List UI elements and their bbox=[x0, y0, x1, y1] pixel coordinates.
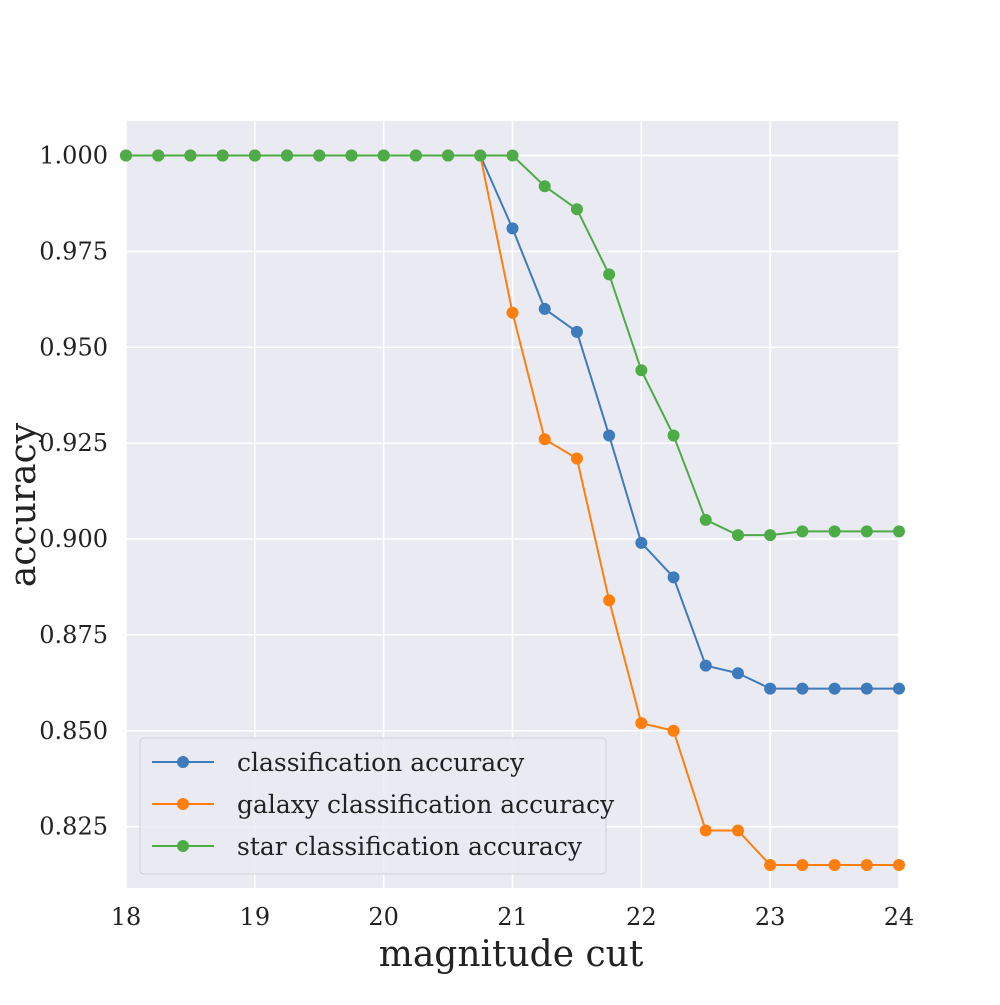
y-tick-label: 0.875 bbox=[39, 621, 108, 649]
data-point bbox=[152, 149, 165, 162]
data-point bbox=[506, 149, 519, 162]
legend-label: classification accuracy bbox=[237, 748, 525, 777]
data-point bbox=[603, 594, 616, 607]
data-point bbox=[796, 682, 809, 695]
data-point bbox=[635, 364, 648, 377]
legend-entry: galaxy classification accuracy bbox=[152, 790, 615, 819]
data-point bbox=[184, 149, 197, 162]
data-point bbox=[216, 149, 229, 162]
legend-marker bbox=[177, 840, 189, 852]
data-point bbox=[603, 268, 616, 281]
data-point bbox=[313, 149, 326, 162]
data-point bbox=[635, 536, 648, 549]
x-tick-label: 20 bbox=[368, 903, 399, 931]
x-tick-label: 23 bbox=[755, 903, 786, 931]
y-tick-label: 0.950 bbox=[39, 333, 108, 361]
data-point bbox=[893, 682, 905, 695]
data-point bbox=[667, 429, 680, 442]
data-point bbox=[538, 302, 551, 315]
data-point bbox=[796, 858, 809, 871]
data-point bbox=[699, 659, 712, 672]
data-point bbox=[281, 149, 294, 162]
data-point bbox=[893, 525, 905, 538]
data-point bbox=[828, 858, 841, 871]
data-point bbox=[570, 325, 583, 338]
series-3 bbox=[120, 149, 905, 542]
data-point bbox=[796, 525, 809, 538]
y-axis-label: accuracy bbox=[3, 422, 44, 587]
x-tick-label: 18 bbox=[111, 903, 142, 931]
data-point bbox=[828, 682, 841, 695]
tick-labels: 18 19 20 21 22 23 24 0.825 0.850 0.875 0.900 0.925 0… bbox=[39, 142, 914, 931]
data-point bbox=[731, 824, 744, 837]
y-tick-label: 0.925 bbox=[39, 429, 108, 457]
legend-label: star classification accuracy bbox=[237, 832, 583, 861]
y-tick-label: 0.975 bbox=[39, 237, 108, 265]
x-tick-label: 24 bbox=[884, 903, 915, 931]
data-point bbox=[570, 203, 583, 216]
data-point bbox=[828, 525, 841, 538]
data-point bbox=[442, 149, 455, 162]
data-point bbox=[506, 306, 519, 319]
data-point bbox=[506, 222, 519, 235]
legend-box bbox=[139, 737, 607, 875]
data-point bbox=[699, 513, 712, 526]
data-point bbox=[570, 452, 583, 465]
data-point bbox=[893, 858, 905, 871]
data-point bbox=[538, 433, 551, 446]
data-point bbox=[474, 149, 487, 162]
data-point bbox=[667, 724, 680, 737]
data-point bbox=[409, 149, 422, 162]
data-point bbox=[120, 149, 132, 162]
legend-entry: classification accuracy bbox=[152, 748, 525, 777]
x-tick-label: 19 bbox=[240, 903, 271, 931]
series-layer bbox=[120, 149, 905, 871]
x-axis-label: magnitude cut bbox=[379, 934, 644, 975]
data-point bbox=[603, 429, 616, 442]
y-tick-label: 0.900 bbox=[39, 525, 108, 553]
y-tick-label: 0.825 bbox=[39, 813, 108, 841]
data-point bbox=[731, 667, 744, 680]
data-point bbox=[538, 180, 551, 193]
y-tick-label: 0.850 bbox=[39, 717, 108, 745]
data-point bbox=[248, 149, 261, 162]
data-point bbox=[731, 529, 744, 542]
data-point bbox=[635, 717, 648, 730]
data-point bbox=[764, 858, 777, 871]
data-point bbox=[699, 824, 712, 837]
legend-marker bbox=[177, 756, 189, 768]
data-point bbox=[667, 571, 680, 584]
x-tick-label: 22 bbox=[626, 903, 657, 931]
data-point bbox=[345, 149, 358, 162]
data-point bbox=[764, 529, 777, 542]
data-point bbox=[860, 682, 873, 695]
y-tick-label: 1.000 bbox=[39, 142, 108, 170]
x-tick-label: 21 bbox=[497, 903, 528, 931]
data-point bbox=[860, 858, 873, 871]
legend-label: galaxy classification accuracy bbox=[237, 790, 615, 819]
data-point bbox=[764, 682, 777, 695]
legend-marker bbox=[177, 798, 189, 810]
data-point bbox=[860, 525, 873, 538]
legend-entry: star classification accuracy bbox=[152, 832, 583, 861]
data-point bbox=[377, 149, 390, 162]
legend: classification accuracy galaxy classifica… bbox=[139, 737, 615, 875]
